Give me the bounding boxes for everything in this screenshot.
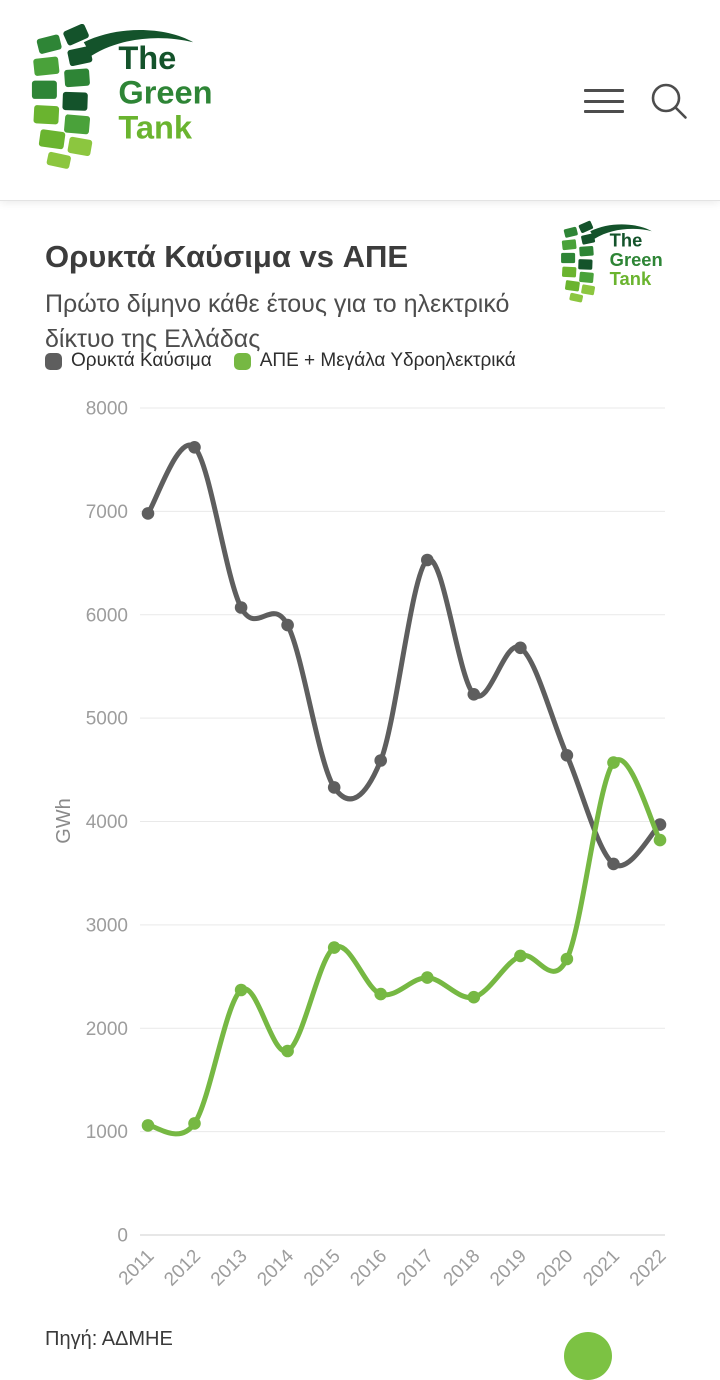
x-tick-label: 2017: [393, 1246, 438, 1291]
x-tick-label: 2012: [160, 1246, 205, 1291]
y-tick-label: 7000: [86, 502, 128, 523]
x-tick-label: 2022: [626, 1246, 671, 1291]
y-tick-label: 1000: [86, 1122, 128, 1143]
hamburger-icon: [584, 99, 624, 103]
data-point: [281, 1044, 294, 1058]
data-point: [514, 641, 527, 655]
data-point: [327, 781, 341, 794]
site-header: The Green Tank: [0, 0, 720, 201]
x-tick-label: 2014: [253, 1245, 298, 1290]
chart-legend: Ορυκτά Καύσιμα ΑΠΕ + Μεγάλα Υδροηλεκτρικ…: [45, 350, 516, 372]
legend-label-fossil: Ορυκτά Καύσιμα: [71, 350, 212, 371]
menu-button[interactable]: [580, 86, 628, 116]
x-tick-label: 2018: [440, 1246, 485, 1291]
svg-text:Tank: Tank: [610, 268, 652, 289]
data-point: [188, 441, 201, 454]
legend-item-fossil: Ορυκτά Καύσιμα: [45, 350, 212, 372]
svg-text:The: The: [610, 229, 643, 250]
chart-subtitle: Πρώτο δίμηνο κάθε έτους για το ηλεκτρικό…: [45, 290, 510, 353]
y-tick-label: 8000: [86, 399, 128, 420]
data-point: [141, 1119, 155, 1132]
y-tick-label: 5000: [86, 709, 128, 730]
y-tick-label: 3000: [86, 915, 128, 936]
x-tick-label: 2020: [533, 1246, 578, 1291]
y-tick-label: 2000: [86, 1019, 128, 1040]
svg-text:Green: Green: [610, 249, 663, 270]
hamburger-icon: [584, 110, 624, 113]
series-line: [145, 757, 663, 1137]
data-point: [560, 749, 574, 762]
data-point: [327, 941, 341, 954]
grid: 0 1000 2000 3000 4000 5000 6000 7000 8000: [86, 399, 665, 1247]
data-point: [467, 990, 481, 1004]
data-point: [467, 688, 481, 701]
data-point: [421, 971, 434, 984]
data-point: [234, 983, 248, 997]
y-axis-title: GWh: [53, 798, 75, 844]
legend-swatch-res: [233, 352, 251, 370]
data-point: [560, 952, 574, 966]
floating-action-button[interactable]: [564, 1332, 612, 1380]
data-point: [514, 949, 527, 963]
data-point: [374, 987, 388, 1001]
data-point: [607, 857, 620, 871]
x-tick-label: 2021: [579, 1246, 624, 1291]
search-icon: [651, 83, 687, 119]
svg-text:Green: Green: [118, 74, 212, 111]
data-point: [188, 1117, 201, 1130]
data-point: [141, 507, 155, 520]
svg-text:The: The: [118, 39, 176, 76]
x-tick-label: 2013: [207, 1246, 252, 1291]
data-point: [374, 754, 388, 767]
y-tick-label: 6000: [86, 605, 128, 626]
x-axis-labels: 2011 2012 2013 2014 2015 2016 2017 2018 2019 2020…: [115, 1245, 671, 1290]
legend-label-res: ΑΠΕ + Μεγάλα Υδροηλεκτρικά: [259, 350, 516, 371]
chart-greentank-logo: The Green Tank: [560, 220, 668, 304]
source-note: Πηγή: ΑΔΜΗΕ: [45, 1328, 173, 1350]
legend-swatch-fossil: [45, 352, 62, 370]
data-point: [281, 618, 294, 632]
svg-text:Tank: Tank: [118, 108, 193, 145]
chart-title: Ορυκτά Καύσιμα vs ΑΠΕ: [45, 238, 409, 274]
legend-item-res: ΑΠΕ + Μεγάλα Υδροηλεκτρικά: [233, 350, 516, 372]
x-tick-label: 2011: [115, 1246, 159, 1290]
series-line: [145, 442, 663, 869]
hamburger-icon: [584, 89, 624, 92]
search-button[interactable]: [646, 78, 692, 124]
x-tick-label: 2019: [486, 1246, 531, 1291]
data-point: [653, 833, 667, 847]
y-tick-label: 0: [117, 1226, 128, 1247]
y-tick-label: 4000: [86, 812, 128, 833]
data-point: [234, 601, 248, 614]
x-tick-label: 2016: [346, 1246, 391, 1291]
greentank-logo[interactable]: The Green Tank: [30, 23, 222, 170]
x-tick-label: 2015: [300, 1246, 345, 1291]
data-point: [607, 756, 620, 769]
data-point: [421, 553, 434, 567]
chart-card: Ορυκτά Καύσιμα vs ΑΠΕ Πρώτο δίμηνο κάθε …: [0, 200, 720, 1350]
